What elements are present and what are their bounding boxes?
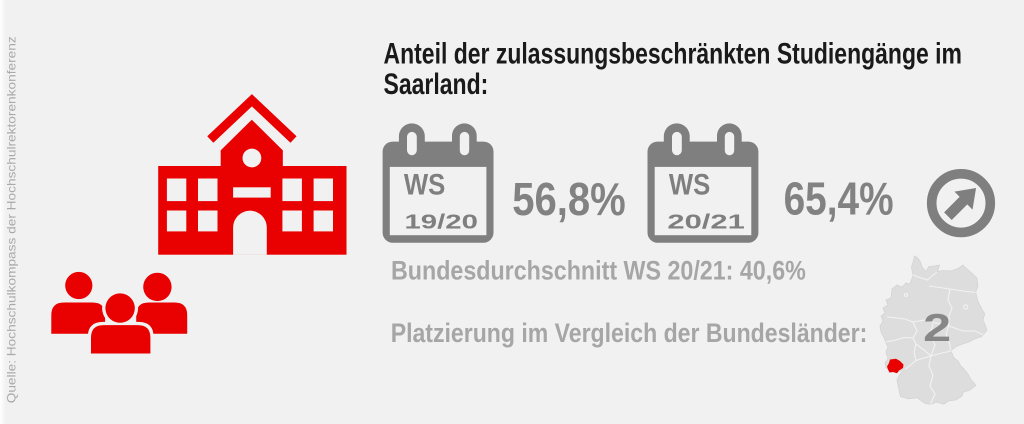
svg-text:WS: WS (669, 169, 710, 202)
svg-text:19/20: 19/20 (405, 212, 478, 234)
svg-text:Bundesdurchschnitt WS 20/21: 4: Bundesdurchschnitt WS 20/21: 40,6% (391, 254, 806, 285)
svg-text:Platzierung im Vergleich der B: Platzierung im Vergleich der Bundeslände… (391, 317, 868, 348)
svg-text:Anteil der zulassungsbeschränk: Anteil der zulassungsbeschränkten Studie… (384, 38, 963, 71)
svg-text:WS: WS (404, 169, 445, 202)
svg-text:2: 2 (923, 307, 951, 350)
svg-text:65,4%: 65,4% (784, 173, 894, 225)
svg-text:Quelle: Hochschulkompass der H: Quelle: Hochschulkompass der Hochschulre… (5, 36, 19, 403)
svg-text:20/21: 20/21 (667, 212, 744, 234)
svg-text:56,8%: 56,8% (512, 173, 626, 225)
svg-text:Saarland:: Saarland: (384, 68, 489, 101)
